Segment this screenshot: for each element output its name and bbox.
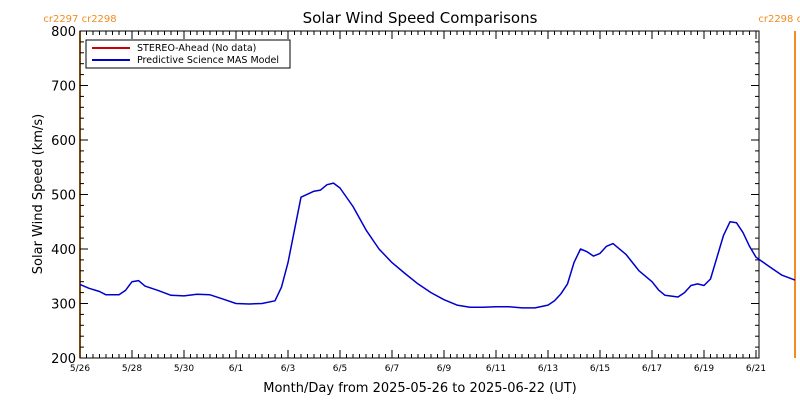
plot-frame <box>79 30 760 359</box>
x-tick-label: 6/11 <box>486 364 506 374</box>
x-tick-label: 6/1 <box>229 364 243 374</box>
y-tick-label: 600 <box>51 134 76 149</box>
y-tick-label: 200 <box>51 352 76 367</box>
chart-title: Solar Wind Speed Comparisons <box>303 9 538 27</box>
legend-box <box>85 39 291 69</box>
y-axis: 200 300 400 500 600 700 800 <box>51 25 759 367</box>
x-tick-label: 6/13 <box>538 364 558 374</box>
y-tick-label: 300 <box>51 298 76 313</box>
legend-label-stereo: STEREO-Ahead (No data) <box>137 43 256 54</box>
x-tick-label: 6/9 <box>437 364 452 374</box>
x-tick-label: 6/21 <box>746 364 766 374</box>
carrington-marker-label: cr2297 cr2298 <box>43 14 116 25</box>
x-tick-label: 6/15 <box>590 364 610 374</box>
x-tick-label: 6/19 <box>694 364 714 374</box>
x-tick-label: 5/30 <box>174 364 194 374</box>
y-tick-label: 700 <box>51 80 76 95</box>
y-tick-label: 400 <box>51 243 76 258</box>
x-tick-label: 6/7 <box>385 364 399 374</box>
x-axis-label: Month/Day from 2025-05-26 to 2025-06-22 … <box>263 381 576 396</box>
legend: STEREO-Ahead (No data) Predictive Scienc… <box>85 39 291 69</box>
x-tick-label: 6/17 <box>642 364 662 374</box>
y-axis-label: Solar Wind Speed (km/s) <box>31 114 46 274</box>
x-axis: 5/26 5/28 5/30 6/1 6/3 6/5 6/7 6/9 6/11 6/13 6/15 6… <box>70 31 766 374</box>
series-group <box>79 182 796 309</box>
carrington-marker-label: cr2298 cr2299 <box>758 14 800 25</box>
x-tick-label: 5/26 <box>70 364 90 374</box>
x-tick-label: 5/28 <box>122 364 142 374</box>
x-tick-label: 6/5 <box>333 364 347 374</box>
x-tick-label: 6/3 <box>281 364 295 374</box>
series-line-mas-model <box>79 182 796 309</box>
legend-label-mas-model: Predictive Science MAS Model <box>137 55 279 66</box>
y-tick-label: 500 <box>51 189 76 204</box>
y-tick-label: 800 <box>51 25 76 40</box>
